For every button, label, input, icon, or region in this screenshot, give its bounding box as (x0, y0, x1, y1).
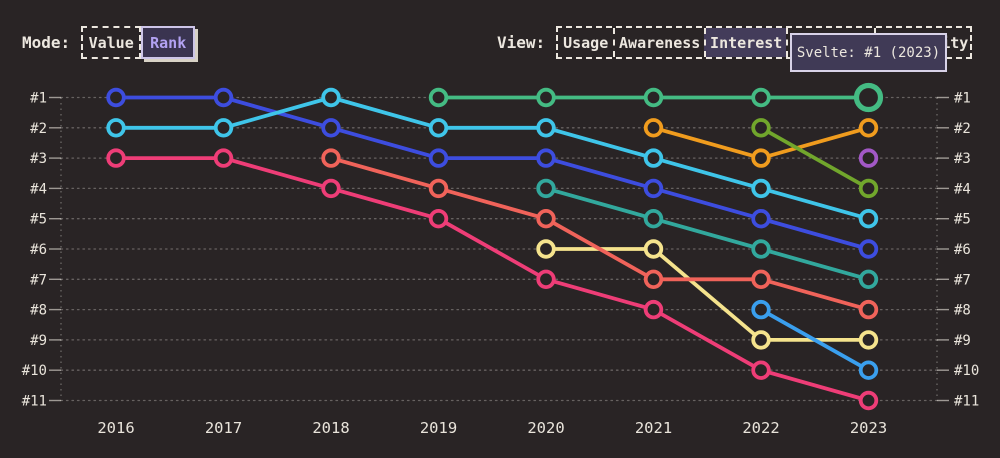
rank-label-left: #5 (30, 212, 47, 228)
rank-label-left: #4 (30, 181, 47, 197)
data-point-series-blue[interactable] (106, 87, 126, 108)
data-point-series-orange[interactable] (858, 118, 879, 138)
data-point-Svelte[interactable] (853, 82, 884, 113)
series-line-series-cyan (114, 95, 871, 221)
rank-label-left: #9 (30, 333, 47, 349)
data-point-series-pink[interactable] (428, 208, 449, 229)
data-point-series-olive[interactable] (751, 118, 771, 138)
data-point-series-tomato[interactable] (428, 178, 449, 199)
mode-control: Mode: Value Rank (22, 26, 196, 59)
year-label: 2021 (635, 419, 672, 437)
data-point-series-blue[interactable] (858, 239, 879, 259)
data-point-series-blue[interactable] (428, 148, 449, 168)
rank-label-left: #7 (30, 272, 47, 288)
mode-value-button[interactable]: Value (81, 26, 142, 59)
data-point-series-pink[interactable] (106, 148, 126, 168)
data-point-series-tomato[interactable] (321, 148, 341, 168)
data-point-series-pink[interactable] (213, 148, 234, 168)
series-line-series-teal (544, 186, 871, 282)
data-point-series-yellow[interactable] (858, 330, 879, 350)
chart-tooltip: Svelte: #1 (2023) (790, 33, 947, 72)
data-point-series-teal[interactable] (751, 239, 771, 259)
tab-awareness[interactable]: Awareness (613, 28, 704, 57)
data-point-series-purple[interactable] (858, 148, 879, 168)
data-point-series-yellow[interactable] (643, 239, 664, 259)
series-line-series-olive (759, 125, 871, 191)
data-point-series-cyan[interactable] (428, 118, 449, 138)
rank-label-right: #9 (954, 333, 971, 349)
data-point-series-cyan[interactable] (858, 208, 879, 229)
rank-label-right: #1 (954, 91, 971, 107)
rank-label-left: #3 (30, 151, 47, 167)
data-point-series-blue[interactable] (321, 118, 341, 138)
data-point-series-yellow[interactable] (536, 239, 556, 259)
series-line-series-blue (114, 95, 871, 251)
rank-label-right: #7 (954, 272, 971, 288)
data-point-series-blue[interactable] (643, 178, 664, 199)
data-point-series-cyan[interactable] (321, 87, 341, 108)
data-point-series-orange[interactable] (643, 118, 664, 138)
series-line-series-dodger (759, 307, 871, 373)
rank-label-left: #6 (30, 242, 47, 258)
rank-label-right: #6 (954, 242, 971, 258)
data-point-series-pink[interactable] (321, 178, 341, 199)
data-point-series-teal[interactable] (643, 208, 664, 229)
data-point-series-dodger[interactable] (751, 299, 771, 320)
year-label: 2019 (420, 419, 457, 437)
data-point-series-pink[interactable] (536, 269, 556, 290)
data-point-series-olive[interactable] (858, 178, 879, 199)
rank-label-left: #1 (30, 91, 47, 107)
view-label: View: (497, 33, 546, 52)
year-label: 2022 (742, 419, 779, 437)
rank-label-right: #5 (954, 212, 971, 228)
data-point-series-cyan[interactable] (536, 118, 556, 138)
rank-label-left: #11 (22, 394, 47, 410)
year-label: 2018 (312, 419, 349, 437)
data-point-series-teal[interactable] (536, 178, 556, 199)
year-label: 2016 (97, 419, 134, 437)
tab-interest[interactable]: Interest (704, 28, 787, 57)
data-point-series-dodger[interactable] (858, 360, 879, 380)
data-point-series-cyan[interactable] (213, 118, 234, 138)
data-point-series-tomato[interactable] (643, 269, 664, 290)
data-point-series-tomato[interactable] (858, 299, 879, 320)
data-point-series-blue[interactable] (213, 87, 234, 108)
data-point-series-cyan[interactable] (751, 178, 771, 199)
data-point-series-blue[interactable] (751, 208, 771, 229)
mode-label: Mode: (22, 33, 71, 52)
series-line-series-tomato (329, 156, 871, 312)
tab-usage[interactable]: Usage (563, 33, 609, 52)
year-label: 2020 (527, 419, 564, 437)
rank-label-right: #11 (954, 394, 979, 410)
data-point-series-tomato[interactable] (751, 269, 771, 290)
data-point-Svelte[interactable] (428, 87, 449, 108)
data-point-series-cyan[interactable] (106, 118, 126, 138)
data-point-Svelte[interactable] (643, 87, 664, 108)
data-point-series-teal[interactable] (858, 269, 879, 290)
series-line-series-pink (114, 156, 871, 403)
data-point-series-blue[interactable] (536, 148, 556, 168)
data-point-Svelte[interactable] (536, 87, 556, 108)
data-point-series-pink[interactable] (643, 299, 664, 320)
data-point-series-yellow[interactable] (751, 330, 771, 350)
data-point-Svelte[interactable] (751, 87, 771, 108)
data-point-series-pink[interactable] (858, 390, 879, 411)
data-point-series-cyan[interactable] (643, 148, 664, 168)
rank-label-right: #4 (954, 181, 971, 197)
year-label: 2017 (205, 419, 242, 437)
rank-label-left: #10 (22, 363, 47, 379)
data-point-series-orange[interactable] (751, 148, 771, 168)
year-label: 2023 (850, 419, 887, 437)
data-point-series-pink[interactable] (751, 360, 771, 380)
rank-label-right: #10 (954, 363, 979, 379)
rank-label-right: #8 (954, 303, 971, 319)
rank-label-right: #2 (954, 121, 971, 137)
rank-label-left: #8 (30, 303, 47, 319)
mode-rank-button[interactable]: Rank (141, 26, 196, 59)
rank-label-right: #3 (954, 151, 971, 167)
data-point-series-tomato[interactable] (536, 208, 556, 229)
rank-label-left: #2 (30, 121, 47, 137)
